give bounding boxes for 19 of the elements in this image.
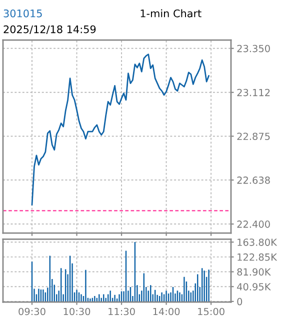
- y-tick-label: 122.85K: [238, 253, 278, 261]
- x-tick-label: 09:30: [18, 308, 46, 316]
- y-tick-label: 22.638: [237, 176, 270, 184]
- x-tick-label: 11:30: [108, 308, 135, 316]
- y-tick-label: 23.350: [237, 44, 270, 52]
- y-tick-label: 22.875: [237, 132, 270, 140]
- y-tick-label: 22.400: [237, 220, 270, 228]
- y-tick-label: 81.90K: [237, 268, 271, 276]
- x-tick-label: 14:00: [153, 308, 180, 316]
- y-tick-label: 23.112: [237, 88, 270, 96]
- x-tick-label: 15:00: [198, 308, 224, 316]
- chart-subtitle: 1-min Chart: [140, 9, 202, 18]
- y-tick-label: 163.80K: [238, 238, 278, 246]
- y-tick-label: 0: [237, 298, 242, 306]
- line-series: [31, 54, 210, 206]
- chart-title: 301015: [4, 9, 42, 18]
- text: 2025/12/18 14:59: [4, 25, 96, 34]
- y-tick-label: 40.95K: [237, 283, 271, 290]
- x-tick-label: 10:30: [64, 308, 90, 316]
